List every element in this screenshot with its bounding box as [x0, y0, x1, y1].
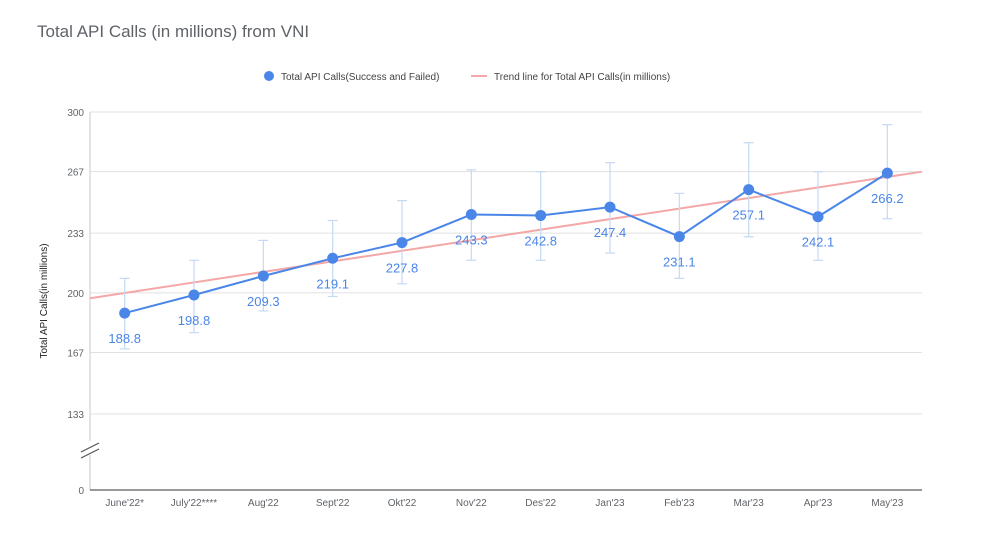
data-label: 219.1 [316, 276, 349, 291]
trend-line [89, 170, 923, 300]
data-label: 247.4 [594, 225, 627, 240]
y-tick-label: 300 [67, 108, 84, 119]
x-tick-label: Feb'23 [664, 498, 695, 509]
data-point [743, 184, 755, 196]
x-tick-label: Sept'22 [316, 498, 350, 509]
data-label: 188.8 [108, 331, 141, 346]
y-tick-label: 233 [67, 229, 84, 240]
data-point [881, 167, 893, 179]
y-axis-title: Total API Calls(in millions) [39, 243, 50, 358]
data-point [673, 231, 685, 243]
data-label: 257.1 [732, 208, 765, 223]
data-label: 231.1 [663, 255, 696, 270]
x-tick-label: Mar'23 [734, 498, 765, 509]
data-label: 198.8 [178, 313, 211, 328]
y-tick-label: 0 [78, 486, 84, 497]
data-point [327, 252, 339, 264]
y-tick-label: 167 [67, 349, 84, 360]
data-label: 243.3 [455, 233, 488, 248]
x-tick-label: May'23 [871, 498, 903, 509]
legend-marker-series [264, 71, 274, 81]
data-point [188, 289, 200, 301]
data-point [535, 209, 547, 221]
x-tick-label: Nov'22 [456, 498, 487, 509]
x-tick-label: Jan'23 [595, 498, 625, 509]
x-tick-label: July'22**** [171, 498, 217, 509]
axis-break-mark [80, 442, 100, 453]
x-tick-label: Aug'22 [248, 498, 279, 509]
x-tick-label: Apr'23 [804, 498, 833, 509]
data-label: 209.3 [247, 294, 280, 309]
data-point [465, 209, 477, 221]
y-tick-label: 200 [67, 289, 84, 300]
chart-title: Total API Calls (in millions) from VNI [37, 22, 310, 41]
x-tick-label: June'22* [105, 498, 144, 509]
data-point [257, 270, 269, 282]
x-tick-label: Okt'22 [388, 498, 417, 509]
y-tick-label: 133 [67, 410, 84, 421]
data-label: 266.2 [871, 191, 904, 206]
legend-label-trend: Trend line for Total API Calls(in millio… [494, 72, 670, 83]
x-tick-label: Des'22 [525, 498, 556, 509]
series-line [124, 172, 888, 315]
data-point [119, 307, 131, 319]
data-point [812, 211, 824, 223]
data-label: 242.1 [802, 235, 835, 250]
axis-break-mark [80, 448, 100, 459]
data-label: 242.8 [524, 233, 557, 248]
y-tick-label: 267 [67, 168, 84, 179]
legend-label-series: Total API Calls(Success and Failed) [281, 72, 439, 83]
data-point [604, 201, 616, 213]
data-point [396, 237, 408, 249]
data-label: 227.8 [386, 261, 419, 276]
